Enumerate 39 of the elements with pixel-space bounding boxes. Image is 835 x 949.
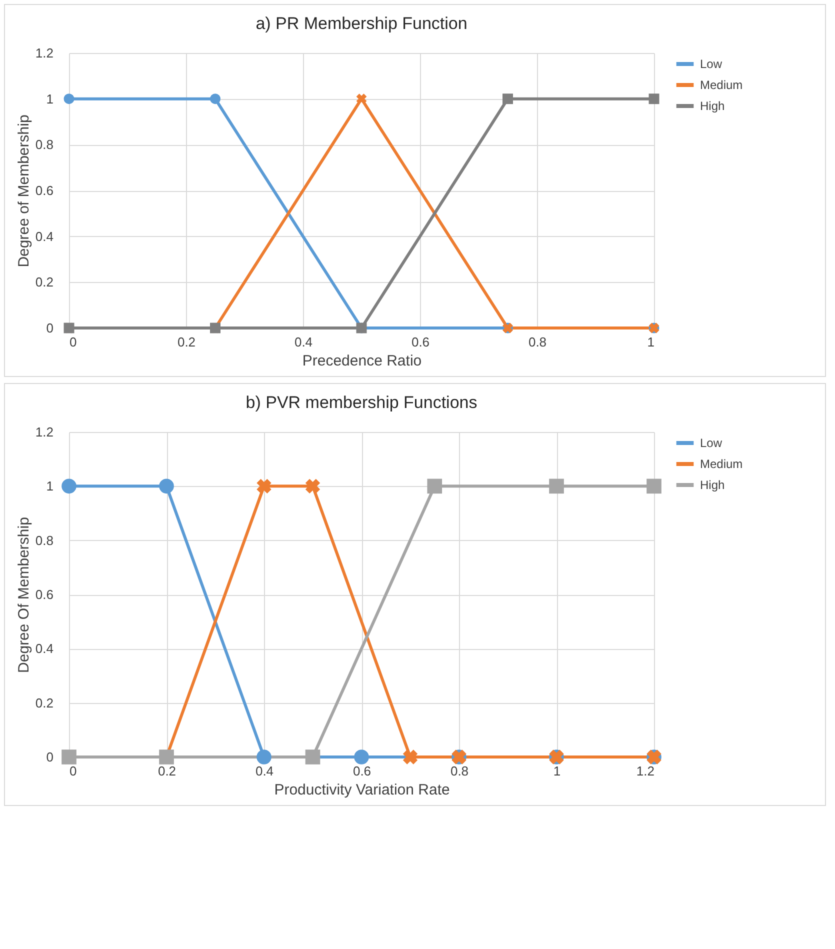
x-tick-label: 0.6	[352, 764, 372, 778]
y-tick-label: 0.6	[35, 587, 54, 602]
x-tick-label: 0.2	[177, 334, 196, 350]
x-tick-label: 0	[70, 764, 77, 778]
y-axis-title: Degree Of Membership	[15, 517, 32, 673]
y-tick-label: 0.4	[35, 228, 54, 244]
x-axis-title: Precedence Ratio	[302, 352, 422, 370]
legend-label: High	[700, 478, 725, 492]
x-tick-label: 0.8	[528, 334, 547, 350]
x-tick-label: 0.8	[450, 764, 469, 778]
x-tick-label: 0.6	[411, 334, 430, 350]
y-tick-label: 0.8	[35, 137, 54, 152]
legend-label: Low	[700, 57, 722, 71]
x-axis-title: Productivity Variation Rate	[274, 782, 450, 798]
y-tick-label: 1.2	[35, 424, 54, 440]
x-tick-label: 1	[647, 334, 654, 350]
x-tick-label: 1.2	[636, 764, 654, 778]
y-tick-label: 1	[46, 91, 54, 106]
legend-label: High	[700, 99, 725, 113]
y-tick-label: 0	[46, 320, 54, 336]
chart-title: b) PVR membership Functions	[246, 393, 478, 412]
legend-label: Medium	[700, 78, 743, 92]
x-tick-label: 1	[553, 764, 561, 778]
y-tick-label: 0.2	[35, 274, 54, 290]
y-axis-title: Degree of Membership	[15, 114, 32, 268]
x-tick-label: 0.4	[294, 334, 313, 350]
y-tick-label: 0	[46, 750, 54, 764]
y-tick-label: 0.4	[35, 641, 54, 656]
legend-label: Medium	[700, 457, 743, 471]
x-tick-label: 0.2	[158, 764, 176, 778]
y-tick-label: 0.2	[35, 695, 54, 710]
y-tick-label: 0.6	[35, 183, 54, 198]
x-tick-label: 0.4	[255, 764, 274, 778]
x-tick-label: 0	[70, 334, 77, 350]
chart-title: a) PR Membership Function	[256, 14, 468, 33]
y-tick-label: 0.8	[35, 532, 54, 548]
y-tick-label: 1.2	[35, 46, 54, 60]
y-tick-label: 1	[46, 478, 54, 494]
legend-label: Low	[700, 436, 722, 450]
